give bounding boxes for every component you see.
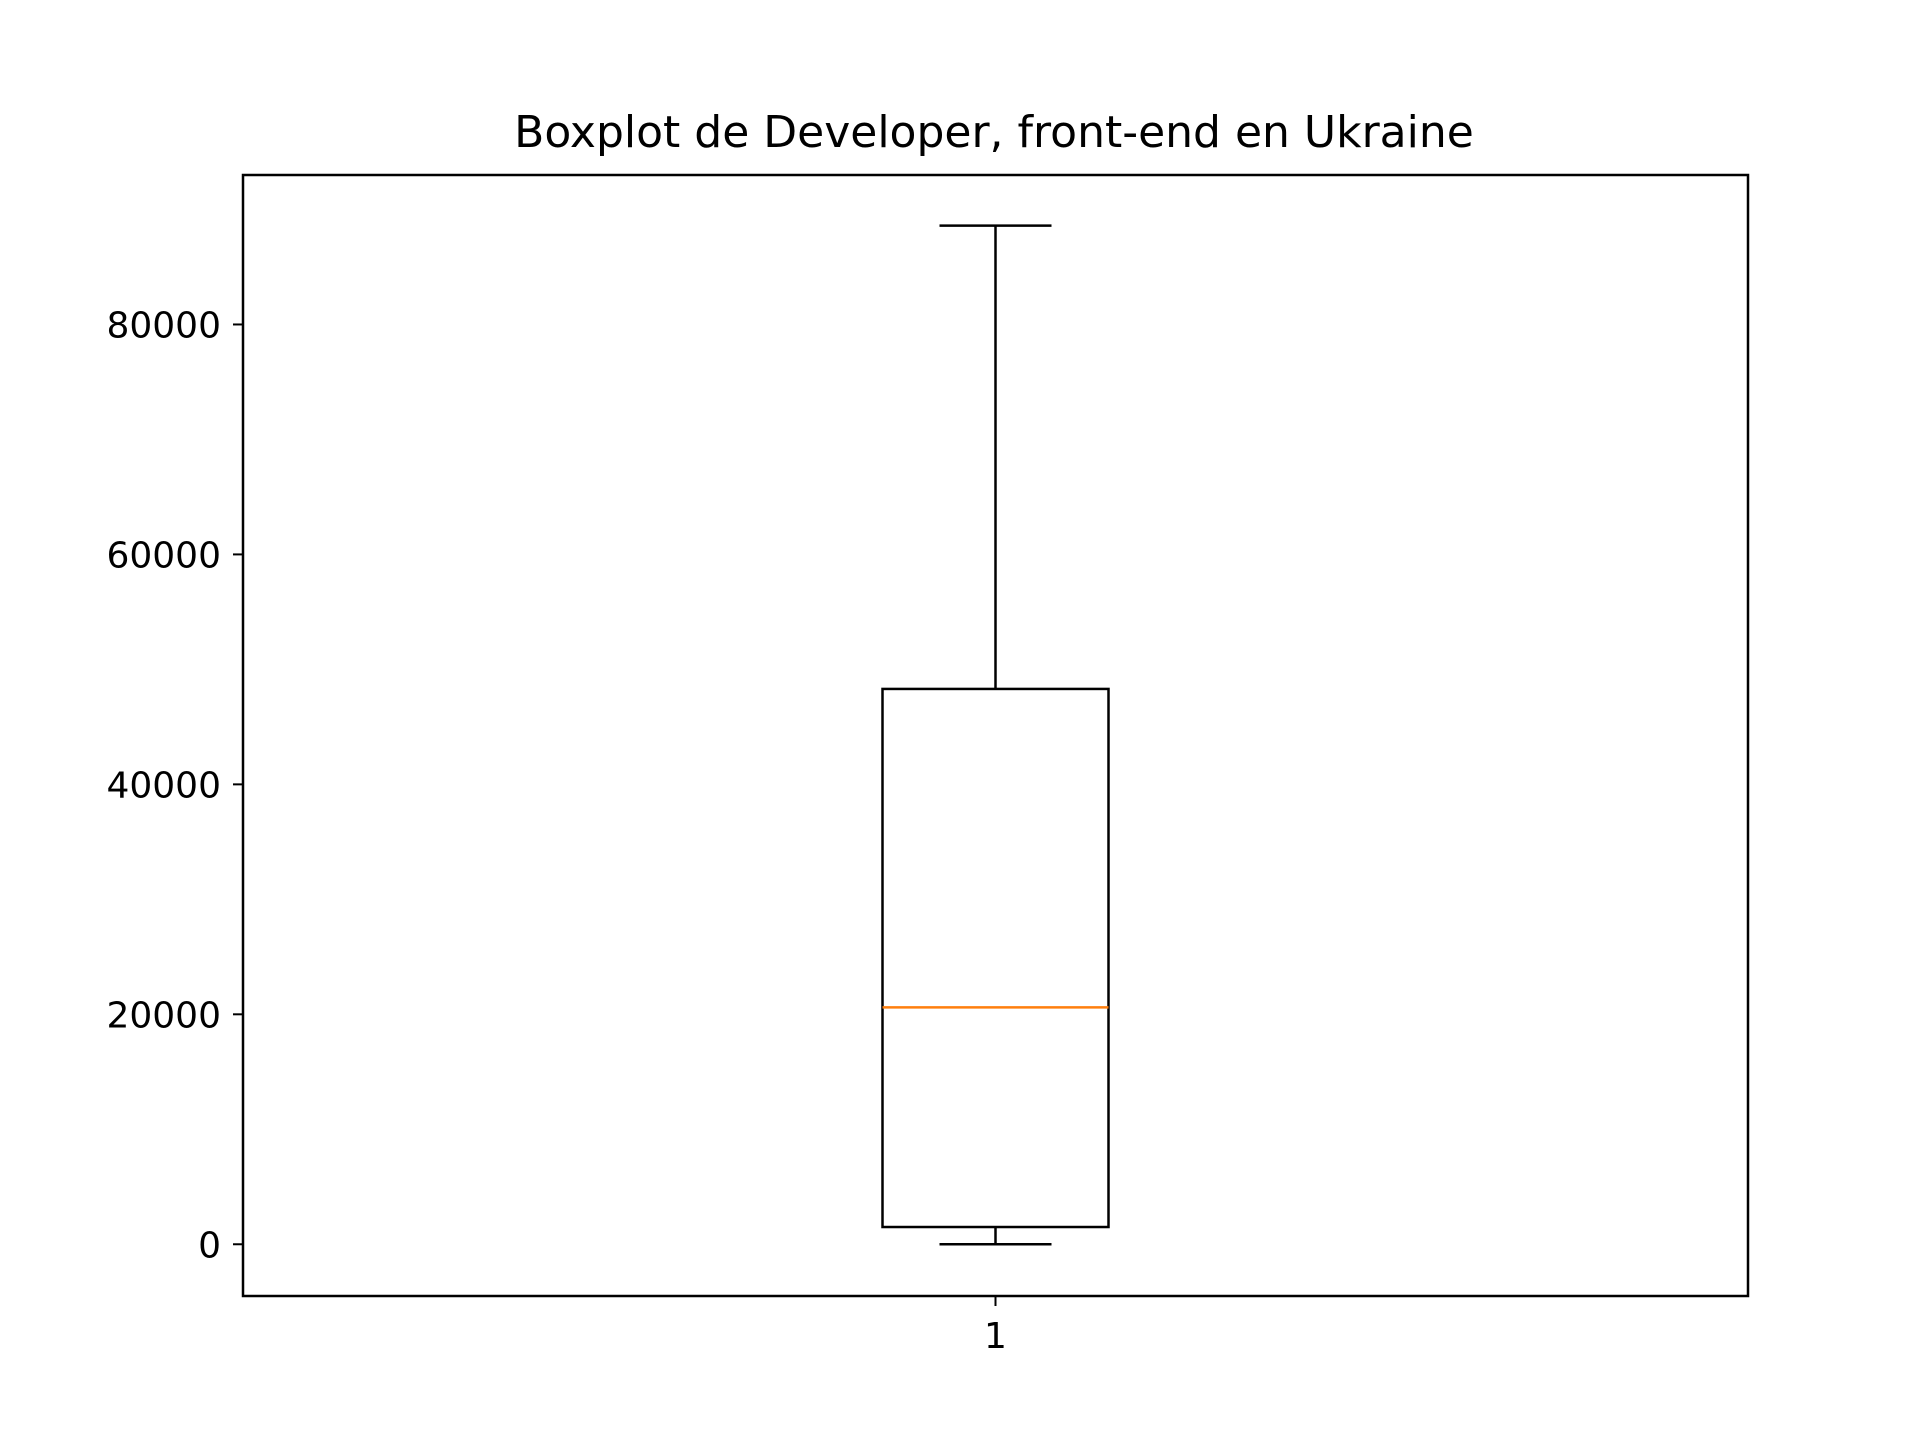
x-tick-label: 1 bbox=[984, 1316, 1007, 1357]
box-iqr bbox=[881, 687, 1110, 1229]
y-tick-label: 60000 bbox=[106, 535, 221, 576]
y-tick-label: 20000 bbox=[106, 995, 221, 1036]
y-tick-label: 40000 bbox=[106, 765, 221, 806]
y-tick-label: 0 bbox=[198, 1225, 221, 1266]
chart-title: Boxplot de Developer, front-end en Ukrai… bbox=[514, 107, 1474, 158]
y-tick-label: 80000 bbox=[106, 305, 221, 346]
plot-area bbox=[881, 224, 1110, 1246]
